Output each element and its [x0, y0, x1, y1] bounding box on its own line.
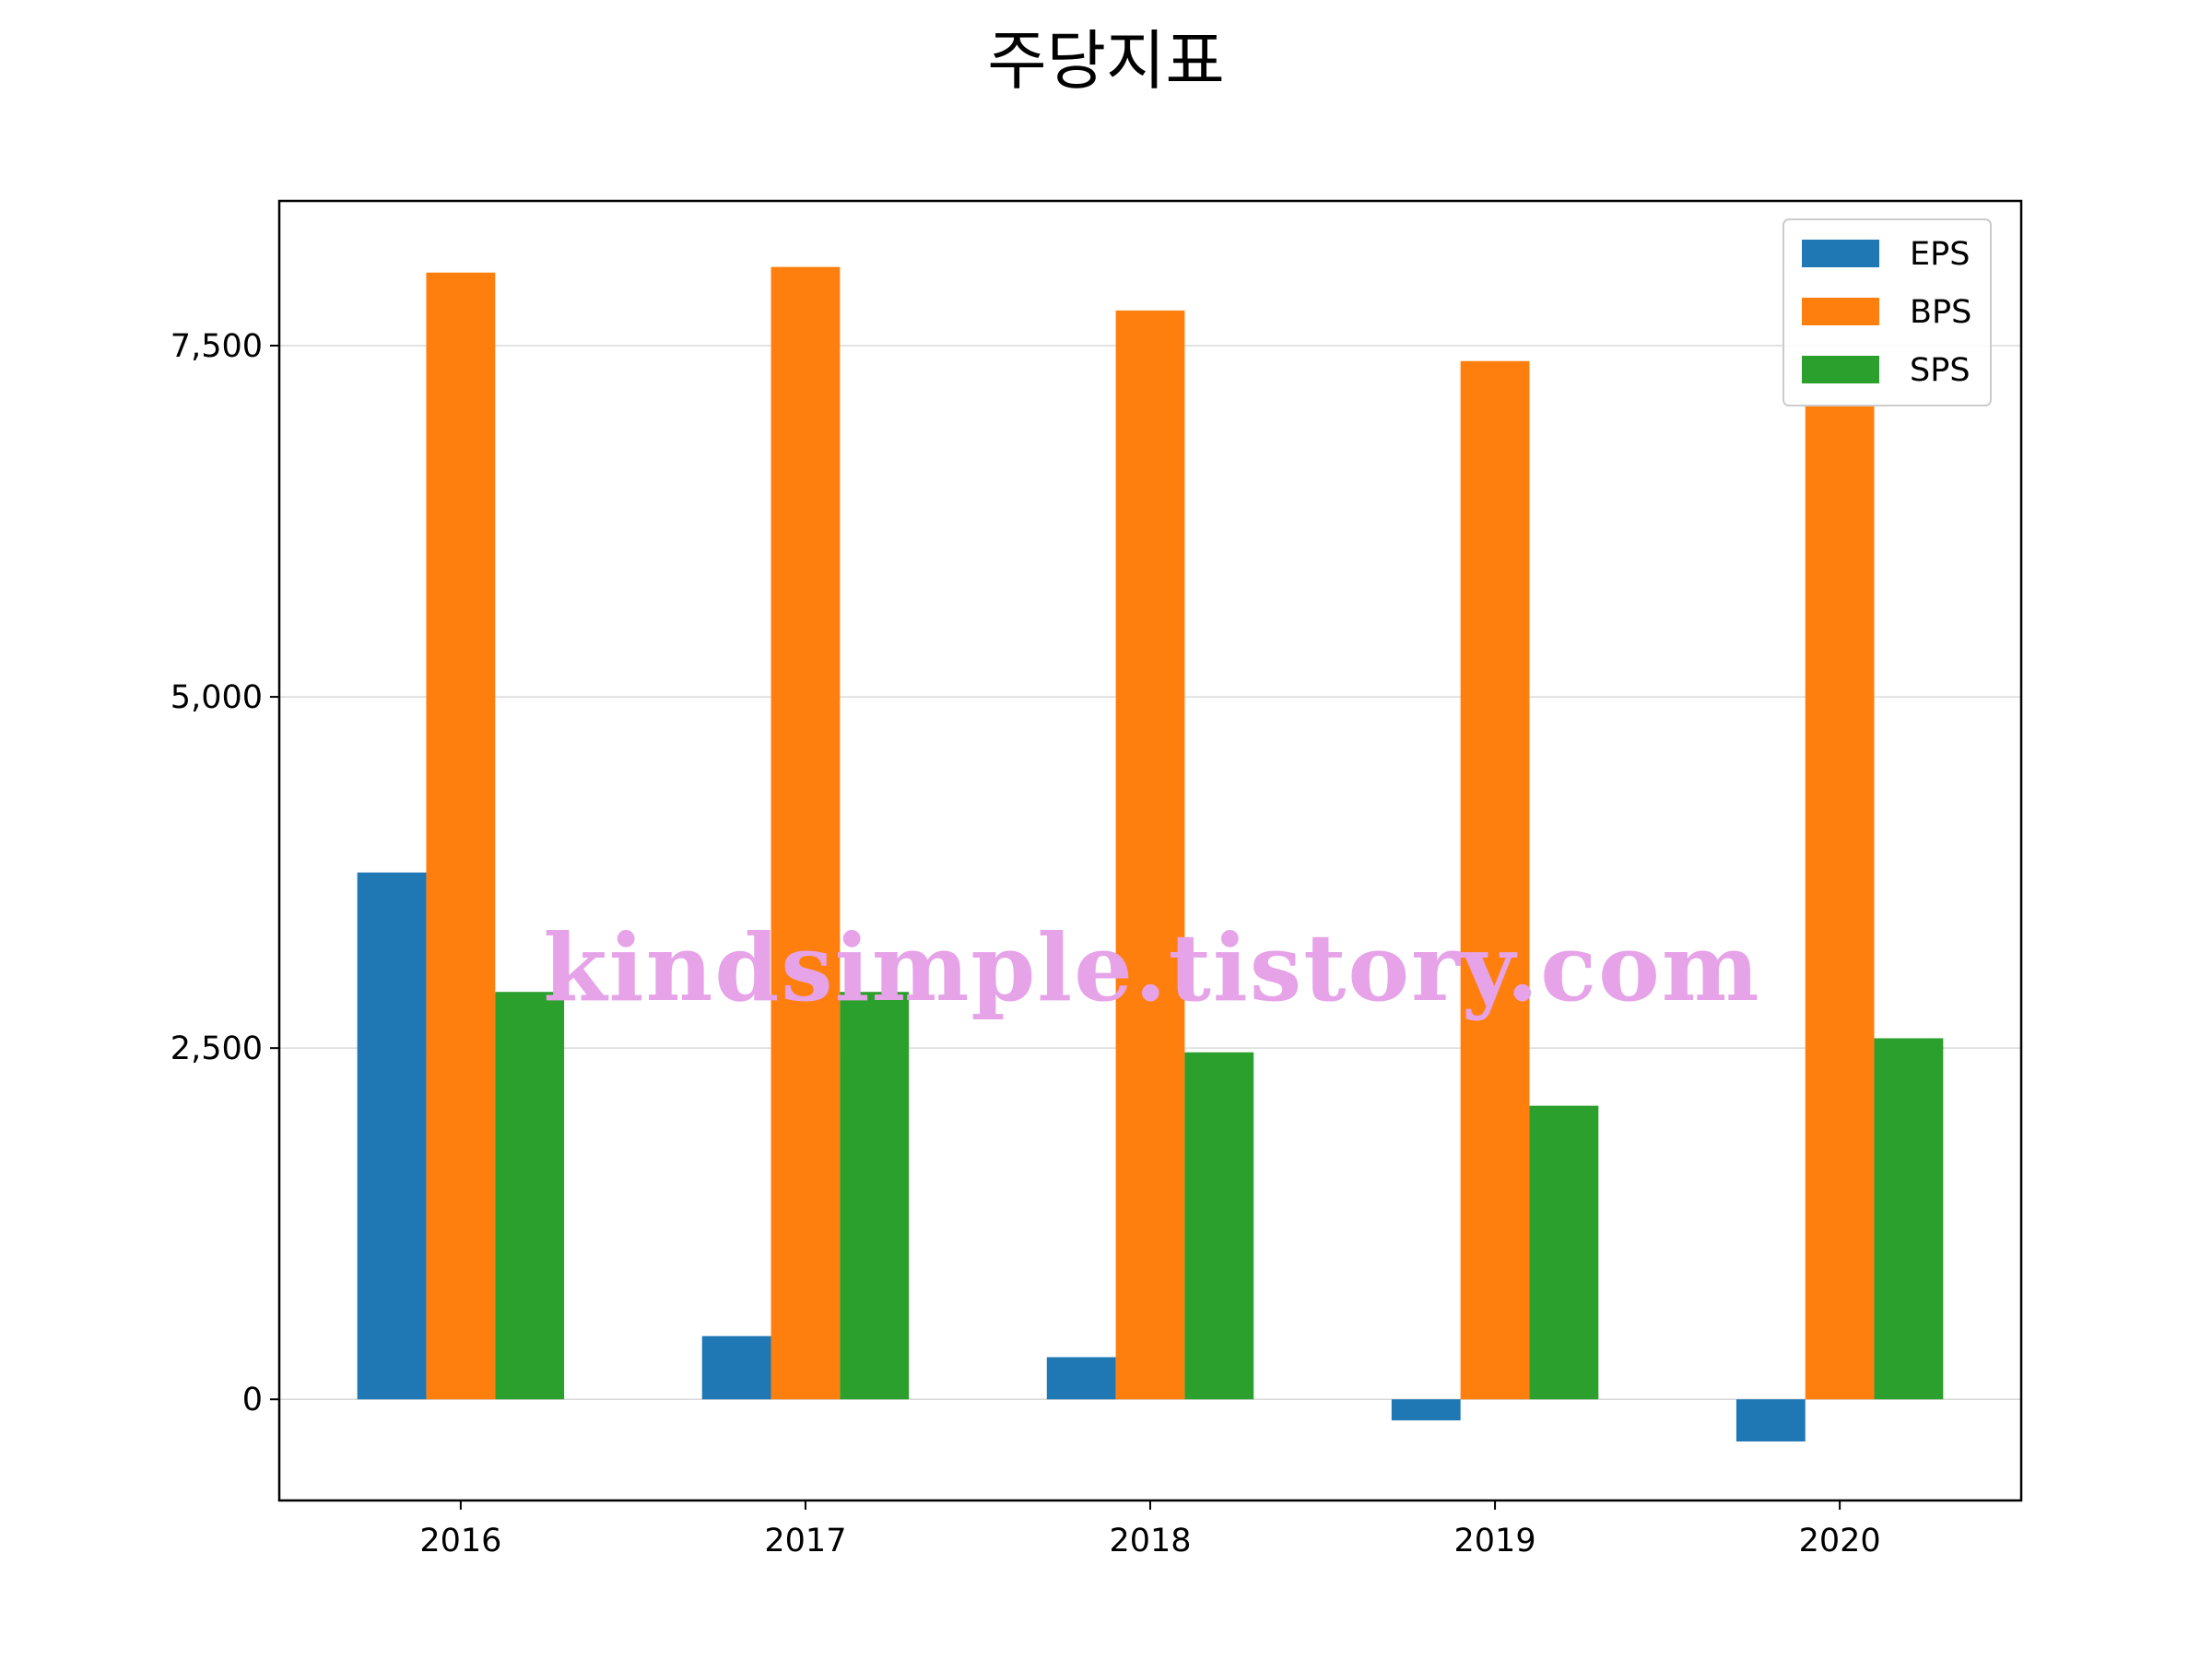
legend-swatch-sps — [1802, 356, 1879, 383]
y-tick-label: 0 — [242, 1382, 263, 1418]
x-tick-label: 2016 — [419, 1523, 501, 1559]
legend-swatch-bps — [1802, 298, 1879, 325]
bar-eps-2018 — [1046, 1357, 1116, 1400]
bar-sps-2020 — [1874, 1038, 1944, 1400]
legend-label-sps: SPS — [1910, 352, 1971, 389]
bar-bps-2016 — [426, 272, 496, 1400]
plot-frame — [277, 199, 2023, 1502]
x-tick-label: 2019 — [1454, 1523, 1536, 1559]
bar-sps-2016 — [495, 992, 565, 1400]
bar-bps-2020 — [1805, 406, 1875, 1400]
x-tick-label: 2020 — [1799, 1523, 1881, 1559]
x-axis-ticks: 2016 2017 2018 2019 2020 — [419, 1500, 1881, 1559]
bar-eps-2016 — [357, 872, 427, 1400]
y-tick-label: 5,000 — [171, 679, 263, 716]
x-tick-label: 2017 — [764, 1523, 846, 1559]
bar-sps-2017 — [840, 992, 910, 1400]
y-tick-label: 7,500 — [171, 328, 263, 365]
legend-label-bps: BPS — [1910, 294, 1971, 331]
bar-eps-2017 — [701, 1335, 771, 1400]
legend-label-eps: EPS — [1910, 236, 1970, 273]
chart-title: 주당지표 — [987, 23, 1225, 99]
y-axis-ticks: 0 2,500 5,000 7,500 — [171, 328, 279, 1418]
bar-bps-2018 — [1115, 310, 1185, 1400]
legend-swatch-eps — [1802, 240, 1879, 267]
legend: EPS BPS SPS — [1783, 218, 1992, 406]
watermark: kindsimple.tistory.com — [543, 913, 1760, 1022]
bar-bps-2017 — [771, 266, 841, 1400]
bar-eps-2020 — [1735, 1399, 1806, 1441]
bar-eps-2019 — [1391, 1399, 1461, 1421]
bar-bps-2019 — [1460, 360, 1530, 1400]
bar-sps-2018 — [1184, 1052, 1254, 1400]
bar-sps-2019 — [1529, 1105, 1599, 1400]
bars — [357, 266, 1944, 1441]
y-tick-label: 2,500 — [171, 1030, 263, 1067]
x-tick-label: 2018 — [1109, 1523, 1191, 1559]
